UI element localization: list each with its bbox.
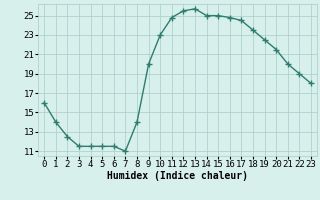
X-axis label: Humidex (Indice chaleur): Humidex (Indice chaleur)	[107, 171, 248, 181]
